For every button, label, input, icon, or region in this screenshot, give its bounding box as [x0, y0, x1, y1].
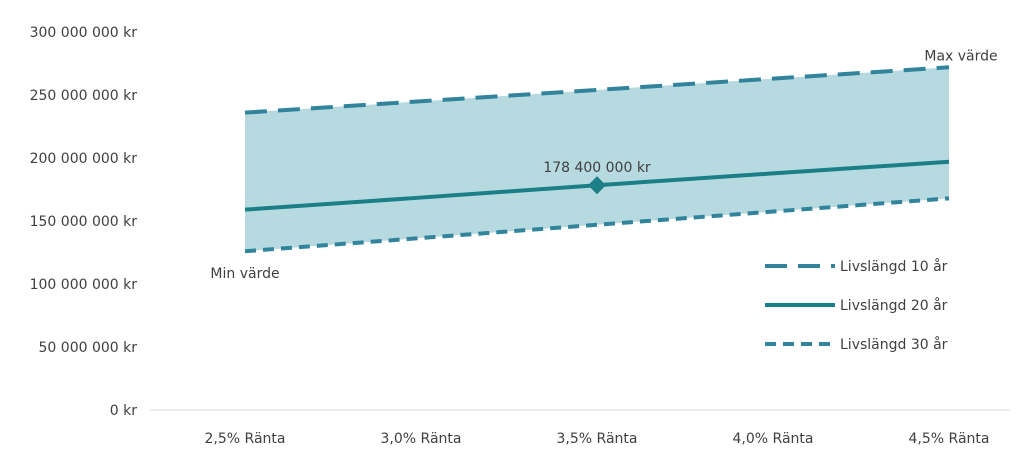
y-tick-label: 250 000 000 kr	[30, 88, 138, 104]
y-tick-label: 50 000 000 kr	[39, 340, 138, 356]
x-axis-tick-labels: 2,5% Ränta 3,0% Ränta 3,5% Ränta 4,0% Ränta…	[205, 431, 990, 447]
y-tick-label: 300 000 000 kr	[30, 25, 138, 41]
x-tick-label: 4,0% Ränta	[733, 431, 814, 447]
annotations: Max värde Min värde 178 400 000 kr	[210, 48, 997, 282]
x-tick-label: 3,5% Ränta	[557, 431, 638, 447]
series-line	[244, 65, 950, 115]
band-area	[245, 67, 949, 252]
x-tick-label: 3,0% Ränta	[381, 431, 462, 447]
legend: Livslängd 10 år Livslängd 20 år Livslängd …	[765, 258, 948, 353]
range-band	[245, 67, 949, 252]
y-tick-label: 100 000 000 kr	[30, 277, 138, 293]
min-value-label: Min värde	[210, 266, 279, 282]
legend-label: Livslängd 10 år	[840, 258, 948, 275]
x-tick-label: 2,5% Ränta	[205, 431, 286, 447]
legend-label: Livslängd 30 år	[840, 336, 948, 353]
x-tick-label: 4,5% Ränta	[909, 431, 990, 447]
y-tick-label: 200 000 000 kr	[30, 151, 138, 167]
point-markers	[588, 176, 606, 195]
y-tick-label: 0 kr	[110, 403, 137, 419]
legend-label: Livslängd 20 år	[840, 297, 948, 314]
point-value-label: 178 400 000 kr	[543, 160, 651, 176]
y-axis-tick-labels: 0 kr 50 000 000 kr 100 000 000 kr 150 000 0…	[30, 25, 138, 419]
y-tick-label: 150 000 000 kr	[30, 214, 138, 230]
diamond-marker	[588, 176, 606, 195]
max-value-label: Max värde	[924, 48, 997, 64]
series-line	[244, 196, 950, 254]
